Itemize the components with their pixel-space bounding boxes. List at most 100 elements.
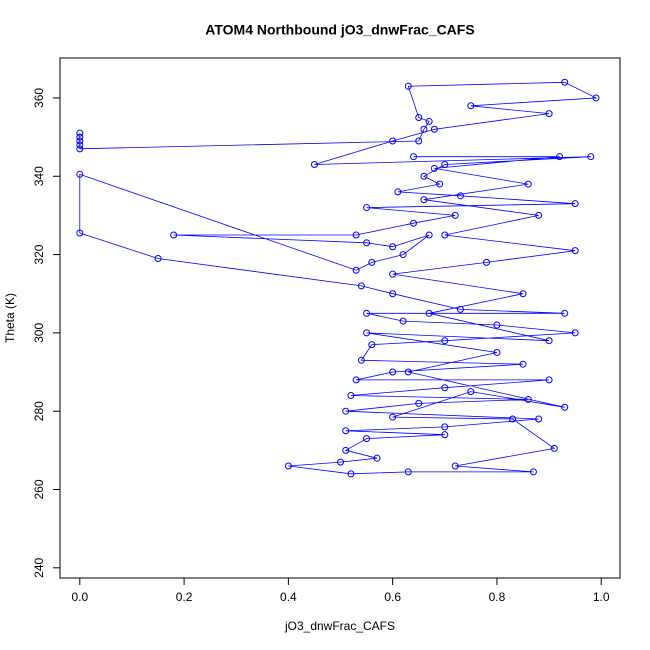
point	[592, 94, 600, 102]
point	[425, 231, 433, 239]
point	[441, 384, 449, 392]
x-tick-label: 0.2	[176, 590, 193, 604]
point	[368, 258, 376, 266]
point	[451, 211, 459, 219]
y-tick-label: 260	[32, 479, 46, 499]
point	[519, 290, 527, 298]
point	[524, 180, 532, 188]
y-tick-label: 240	[32, 557, 46, 577]
point	[347, 392, 355, 400]
point	[456, 192, 464, 200]
point	[550, 444, 558, 452]
point	[483, 258, 491, 266]
point	[352, 231, 360, 239]
point	[571, 200, 579, 208]
point	[441, 431, 449, 439]
point	[441, 337, 449, 345]
point	[342, 407, 350, 415]
point	[415, 399, 423, 407]
point	[420, 196, 428, 204]
point	[404, 82, 412, 90]
point	[404, 468, 412, 476]
point	[430, 125, 438, 133]
point	[399, 251, 407, 259]
y-tick-label: 280	[32, 401, 46, 421]
point	[561, 78, 569, 86]
point	[357, 282, 365, 290]
point	[284, 462, 292, 470]
point	[451, 462, 459, 470]
point	[430, 164, 438, 172]
x-tick-label: 0.4	[280, 590, 297, 604]
point	[519, 360, 527, 368]
point	[529, 468, 537, 476]
point	[76, 229, 84, 237]
point	[415, 137, 423, 145]
x-tick-label: 1.0	[593, 590, 610, 604]
y-tick-label: 300	[32, 323, 46, 343]
point	[545, 110, 553, 118]
point	[493, 321, 501, 329]
point	[389, 270, 397, 278]
point	[352, 376, 360, 384]
point	[347, 470, 355, 478]
point	[363, 239, 371, 247]
point	[535, 211, 543, 219]
point	[389, 137, 397, 145]
point	[363, 309, 371, 317]
point	[561, 403, 569, 411]
point	[420, 125, 428, 133]
point	[76, 141, 84, 149]
point	[170, 231, 178, 239]
point	[404, 368, 412, 376]
point	[357, 356, 365, 364]
point	[545, 376, 553, 384]
series-line	[79, 81, 598, 475]
point	[342, 446, 350, 454]
point	[363, 435, 371, 443]
point	[76, 170, 84, 178]
point	[368, 341, 376, 349]
y-tick-label: 340	[32, 166, 46, 186]
point	[76, 133, 84, 141]
point	[587, 153, 595, 161]
point	[389, 368, 397, 376]
point	[425, 117, 433, 125]
point	[545, 337, 553, 345]
x-tick-label: 0.6	[384, 590, 401, 604]
point	[389, 243, 397, 251]
point	[420, 172, 428, 180]
point	[310, 161, 318, 169]
point	[467, 102, 475, 110]
point	[389, 413, 397, 421]
plot-frame	[59, 57, 621, 579]
point	[509, 415, 517, 423]
y-tick-label: 320	[32, 244, 46, 264]
y-axis-label: Theta (K)	[3, 293, 17, 343]
point	[456, 305, 464, 313]
point	[436, 180, 444, 188]
y-tick-label: 360	[32, 88, 46, 108]
point	[524, 395, 532, 403]
point	[556, 153, 564, 161]
point	[410, 153, 418, 161]
x-tick-label: 0.0	[71, 590, 88, 604]
point	[154, 254, 162, 262]
point	[363, 204, 371, 212]
point	[373, 454, 381, 462]
point	[441, 231, 449, 239]
point	[76, 137, 84, 145]
point	[76, 129, 84, 137]
point	[441, 161, 449, 169]
point	[571, 247, 579, 255]
point	[399, 317, 407, 325]
point	[389, 290, 397, 298]
point	[342, 427, 350, 435]
point	[337, 458, 345, 466]
point	[394, 188, 402, 196]
chart-title: ATOM4 Northbound jO3_dnwFrac_CAFS	[205, 22, 474, 38]
point	[425, 309, 433, 317]
point	[493, 348, 501, 356]
